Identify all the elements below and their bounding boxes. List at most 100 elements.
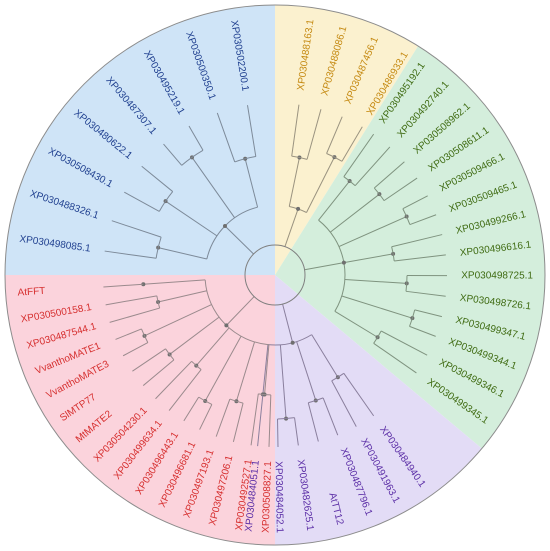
leaf-branch xyxy=(188,125,204,151)
branch-stem-pink xyxy=(226,296,255,326)
leaf-branch xyxy=(268,394,272,447)
branch-segment xyxy=(143,279,206,285)
leaf-branch xyxy=(331,380,357,427)
leaf-branch xyxy=(383,177,418,202)
leaf-branch xyxy=(402,195,428,210)
leaf-branch xyxy=(409,214,437,226)
leaf-branch xyxy=(380,330,428,356)
leaf-branch xyxy=(199,404,213,430)
leaf-branch xyxy=(391,234,443,248)
branch-segment xyxy=(338,216,407,248)
leaf-branch xyxy=(105,295,157,306)
leaf-branch xyxy=(257,394,264,447)
branch-segment xyxy=(244,158,259,208)
branch-segment xyxy=(262,344,269,395)
leaf-branch xyxy=(132,348,166,372)
leaf-branch xyxy=(394,254,446,262)
branch-arc xyxy=(331,372,345,382)
outer-ring xyxy=(4,4,546,546)
leaf-branch xyxy=(291,104,300,157)
branch-arc xyxy=(343,176,356,187)
leaf-branch xyxy=(215,398,231,437)
leaf-branch xyxy=(373,161,405,189)
leaf-branch xyxy=(306,109,322,160)
leaf-branch xyxy=(232,402,244,443)
node-dot xyxy=(341,260,346,265)
branch-segment xyxy=(311,334,339,378)
branch-segment xyxy=(204,335,242,402)
leaf-branch xyxy=(216,112,236,163)
branch-stem-purple xyxy=(282,303,294,343)
branch-segment xyxy=(288,157,300,207)
leaf-branch xyxy=(307,402,319,442)
branch-segment xyxy=(279,344,287,419)
branch-segment xyxy=(157,290,207,303)
leaf-label: XP030498725.1 xyxy=(461,270,533,281)
branch-arc xyxy=(198,396,213,405)
branch-segment xyxy=(341,295,413,319)
branch-stem-green xyxy=(304,262,344,271)
branch-arc xyxy=(155,236,162,259)
leaf-branch xyxy=(168,369,202,411)
branch-stem-blue xyxy=(224,225,254,255)
branch-segment xyxy=(306,156,335,213)
leaf-branch xyxy=(373,342,417,374)
leaf-branch xyxy=(109,307,160,323)
branch-segment xyxy=(318,180,351,221)
branch-segment xyxy=(144,304,212,337)
leaf-branch xyxy=(405,290,446,297)
leaf-branch xyxy=(163,143,183,166)
branch-arc xyxy=(141,328,149,343)
tree-branches xyxy=(103,104,448,447)
leaf-branch xyxy=(326,116,343,154)
branch-segment xyxy=(330,193,380,233)
branch-segment xyxy=(334,310,378,338)
leaf-branch xyxy=(103,283,144,288)
leaf-branch xyxy=(122,342,149,357)
branch-segment xyxy=(191,157,236,219)
clade-sector-yellow xyxy=(275,5,419,275)
branch-segment xyxy=(235,341,256,402)
leaf-branch xyxy=(343,133,375,177)
leaf-label: XP030508827.1 xyxy=(261,461,275,534)
leaf-branch xyxy=(111,220,162,238)
leaf-branch xyxy=(343,373,375,417)
leaf-branch xyxy=(115,328,142,340)
leaf-branch xyxy=(354,146,391,187)
leaf-branch xyxy=(104,250,157,259)
node-dot xyxy=(224,323,229,328)
leaf-label: AtFFT xyxy=(17,286,45,299)
leaf-branch xyxy=(250,393,259,446)
branch-stem-yellow xyxy=(284,208,299,247)
clade-sector-blue xyxy=(5,5,275,275)
leaf-branch xyxy=(341,126,363,162)
leaf-branch xyxy=(322,397,339,436)
branch-segment xyxy=(264,344,270,395)
branch-segment xyxy=(158,247,207,260)
branch-arc xyxy=(391,246,395,262)
clade-sectors xyxy=(5,5,545,545)
leaf-branch xyxy=(183,396,200,422)
branch-segment xyxy=(195,327,230,366)
branch-segment xyxy=(344,278,407,284)
branch-arc-purple xyxy=(267,334,312,346)
leaf-label: XP030484052.1 xyxy=(273,461,285,533)
branch-segment xyxy=(343,253,394,264)
leaf-branch xyxy=(414,309,443,318)
node-dot xyxy=(290,340,295,345)
clade-sector-green xyxy=(275,46,545,449)
branch-segment xyxy=(296,341,317,401)
leaf-branch xyxy=(155,360,193,400)
leaf-branch xyxy=(247,105,257,157)
leaf-branch xyxy=(141,165,174,192)
root-arc xyxy=(244,244,306,306)
node-dot xyxy=(296,206,301,211)
leaf-branch xyxy=(294,417,299,446)
clade-sector-purple xyxy=(275,275,482,545)
leaf-branch xyxy=(142,359,175,386)
leaf-branch xyxy=(409,325,436,337)
branch-segment xyxy=(165,200,218,237)
leaf-branch xyxy=(124,191,160,212)
clade-sector-pink xyxy=(5,275,275,545)
